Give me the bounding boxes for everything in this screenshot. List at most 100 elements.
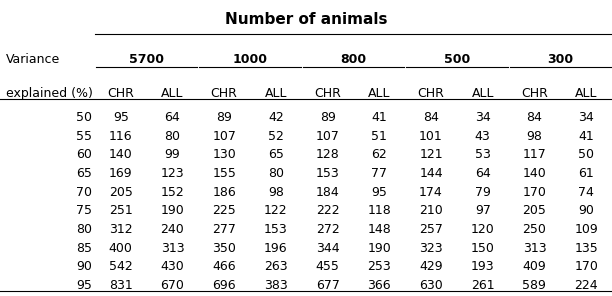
Text: 90: 90 bbox=[578, 204, 594, 217]
Text: 34: 34 bbox=[475, 111, 491, 124]
Text: 140: 140 bbox=[109, 148, 133, 161]
Text: ALL: ALL bbox=[368, 87, 390, 100]
Text: 500: 500 bbox=[444, 53, 470, 66]
Text: 153: 153 bbox=[264, 223, 288, 236]
Text: 41: 41 bbox=[578, 130, 594, 143]
Text: 383: 383 bbox=[264, 279, 288, 292]
Text: 123: 123 bbox=[160, 167, 184, 180]
Text: ALL: ALL bbox=[575, 87, 597, 100]
Text: 50: 50 bbox=[578, 148, 594, 161]
Text: 261: 261 bbox=[471, 279, 494, 292]
Text: 116: 116 bbox=[109, 130, 133, 143]
Text: 117: 117 bbox=[523, 148, 547, 161]
Text: 53: 53 bbox=[475, 148, 491, 161]
Text: 121: 121 bbox=[419, 148, 443, 161]
Text: 589: 589 bbox=[523, 279, 547, 292]
Text: 98: 98 bbox=[268, 186, 284, 199]
Text: 831: 831 bbox=[109, 279, 133, 292]
Text: 84: 84 bbox=[526, 111, 542, 124]
Text: 120: 120 bbox=[471, 223, 494, 236]
Text: Number of animals: Number of animals bbox=[225, 12, 387, 27]
Text: 429: 429 bbox=[419, 260, 443, 273]
Text: 630: 630 bbox=[419, 279, 443, 292]
Text: 323: 323 bbox=[419, 242, 443, 255]
Text: 170: 170 bbox=[574, 260, 598, 273]
Text: 409: 409 bbox=[523, 260, 547, 273]
Text: 148: 148 bbox=[367, 223, 391, 236]
Text: CHR: CHR bbox=[417, 87, 444, 100]
Text: 257: 257 bbox=[419, 223, 443, 236]
Text: explained (%): explained (%) bbox=[6, 87, 93, 100]
Text: 466: 466 bbox=[212, 260, 236, 273]
Text: 65: 65 bbox=[76, 167, 92, 180]
Text: ALL: ALL bbox=[161, 87, 184, 100]
Text: 344: 344 bbox=[316, 242, 340, 255]
Text: 170: 170 bbox=[523, 186, 547, 199]
Text: 80: 80 bbox=[268, 167, 284, 180]
Text: 64: 64 bbox=[475, 167, 491, 180]
Text: 99: 99 bbox=[165, 148, 181, 161]
Text: ALL: ALL bbox=[471, 87, 494, 100]
Text: 542: 542 bbox=[109, 260, 133, 273]
Text: 155: 155 bbox=[212, 167, 236, 180]
Text: 77: 77 bbox=[371, 167, 387, 180]
Text: 64: 64 bbox=[165, 111, 181, 124]
Text: 79: 79 bbox=[475, 186, 491, 199]
Text: 677: 677 bbox=[316, 279, 340, 292]
Text: 90: 90 bbox=[76, 260, 92, 273]
Text: 75: 75 bbox=[76, 204, 92, 217]
Text: 89: 89 bbox=[319, 111, 335, 124]
Text: 174: 174 bbox=[419, 186, 443, 199]
Text: 122: 122 bbox=[264, 204, 288, 217]
Text: 97: 97 bbox=[475, 204, 491, 217]
Text: 240: 240 bbox=[160, 223, 184, 236]
Text: 366: 366 bbox=[367, 279, 391, 292]
Text: 250: 250 bbox=[523, 223, 547, 236]
Text: 130: 130 bbox=[212, 148, 236, 161]
Text: 85: 85 bbox=[76, 242, 92, 255]
Text: 312: 312 bbox=[109, 223, 133, 236]
Text: 190: 190 bbox=[160, 204, 184, 217]
Text: 144: 144 bbox=[419, 167, 443, 180]
Text: 41: 41 bbox=[371, 111, 387, 124]
Text: 84: 84 bbox=[423, 111, 439, 124]
Text: 109: 109 bbox=[574, 223, 598, 236]
Text: 184: 184 bbox=[316, 186, 340, 199]
Text: CHR: CHR bbox=[211, 87, 237, 100]
Text: 70: 70 bbox=[76, 186, 92, 199]
Text: 272: 272 bbox=[316, 223, 340, 236]
Text: CHR: CHR bbox=[314, 87, 341, 100]
Text: 62: 62 bbox=[371, 148, 387, 161]
Text: 1000: 1000 bbox=[233, 53, 267, 66]
Text: 222: 222 bbox=[316, 204, 340, 217]
Text: 800: 800 bbox=[340, 53, 367, 66]
Text: 313: 313 bbox=[160, 242, 184, 255]
Text: 52: 52 bbox=[268, 130, 284, 143]
Text: 34: 34 bbox=[578, 111, 594, 124]
Text: 89: 89 bbox=[216, 111, 232, 124]
Text: 80: 80 bbox=[76, 223, 92, 236]
Text: 196: 196 bbox=[264, 242, 288, 255]
Text: 61: 61 bbox=[578, 167, 594, 180]
Text: 251: 251 bbox=[109, 204, 133, 217]
Text: 670: 670 bbox=[160, 279, 184, 292]
Text: 98: 98 bbox=[526, 130, 542, 143]
Text: 55: 55 bbox=[76, 130, 92, 143]
Text: 50: 50 bbox=[76, 111, 92, 124]
Text: 107: 107 bbox=[316, 130, 340, 143]
Text: 210: 210 bbox=[419, 204, 443, 217]
Text: 152: 152 bbox=[160, 186, 184, 199]
Text: 51: 51 bbox=[371, 130, 387, 143]
Text: 400: 400 bbox=[109, 242, 133, 255]
Text: 153: 153 bbox=[316, 167, 340, 180]
Text: 430: 430 bbox=[160, 260, 184, 273]
Text: 128: 128 bbox=[316, 148, 340, 161]
Text: 150: 150 bbox=[471, 242, 494, 255]
Text: 169: 169 bbox=[109, 167, 133, 180]
Text: 65: 65 bbox=[268, 148, 284, 161]
Text: 42: 42 bbox=[268, 111, 284, 124]
Text: 696: 696 bbox=[212, 279, 236, 292]
Text: 80: 80 bbox=[165, 130, 181, 143]
Text: 277: 277 bbox=[212, 223, 236, 236]
Text: 135: 135 bbox=[574, 242, 598, 255]
